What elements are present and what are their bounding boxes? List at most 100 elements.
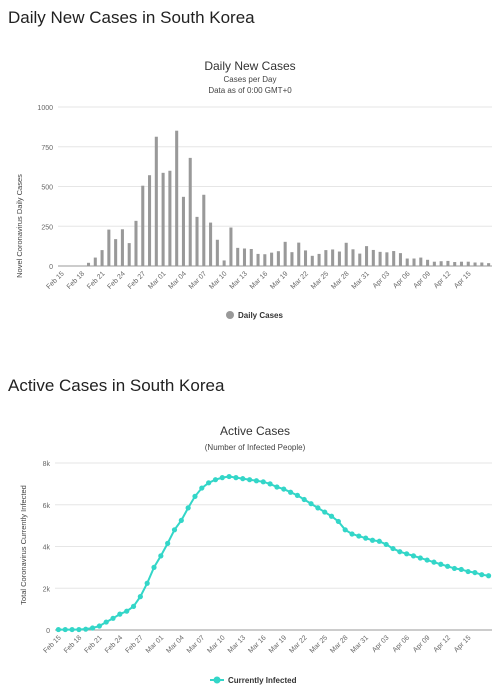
- x-tick-label: Mar 22: [290, 270, 310, 290]
- data-point: [233, 475, 239, 481]
- bar: [324, 250, 328, 266]
- data-point: [356, 533, 362, 539]
- bar: [120, 229, 124, 266]
- x-tick-label: Feb 15: [45, 270, 65, 290]
- data-point: [369, 537, 376, 543]
- data-point: [103, 619, 109, 625]
- x-tick-label: Mar 25: [310, 270, 330, 290]
- legend-label: Currently Infected: [228, 676, 297, 685]
- x-tick-label: Apr 06: [392, 270, 412, 290]
- x-tick-label: Mar 10: [208, 270, 228, 290]
- data-point: [335, 518, 341, 525]
- data-point: [308, 501, 314, 507]
- x-tick-label: Feb 18: [63, 634, 83, 654]
- bar: [141, 185, 145, 266]
- x-tick-label: Mar 16: [247, 634, 267, 654]
- x-tick-label: Mar 07: [188, 270, 208, 290]
- data-point: [240, 476, 246, 482]
- daily-cases-chart: Daily New Cases Cases per Day Data as of…: [15, 59, 492, 320]
- y-tick-label: 750: [41, 145, 53, 152]
- x-tick-label: Apr 15: [453, 634, 473, 654]
- bar: [344, 242, 348, 266]
- data-point: [226, 473, 232, 480]
- data-point: [199, 485, 205, 491]
- bar: [385, 252, 389, 266]
- data-point: [158, 553, 164, 559]
- x-tick-label: Feb 24: [104, 634, 124, 654]
- x-tick-label: Mar 16: [249, 270, 269, 290]
- data-point: [301, 496, 307, 503]
- x-tick-label: Mar 04: [165, 634, 185, 654]
- bar: [236, 247, 240, 266]
- bar: [209, 222, 213, 266]
- data-point: [253, 478, 260, 484]
- bar: [439, 261, 443, 266]
- y-axis-label: Total Coronavirus Currently Infected: [19, 485, 28, 605]
- data-point: [151, 564, 157, 570]
- section-heading-active: Active Cases in South Korea: [8, 376, 225, 395]
- y-tick-label: 2k: [43, 586, 51, 593]
- data-point: [110, 615, 116, 621]
- bar: [276, 251, 280, 266]
- bar: [398, 253, 402, 266]
- x-tick-label: Apr 12: [433, 270, 453, 290]
- data-point: [342, 527, 348, 533]
- bar: [168, 170, 172, 266]
- data-point: [206, 480, 212, 486]
- data-point: [83, 626, 89, 632]
- x-tick-label: Mar 04: [168, 270, 188, 290]
- data-point: [165, 540, 171, 546]
- data-point: [383, 541, 389, 548]
- x-tick-label: Apr 03: [372, 270, 392, 290]
- bar: [93, 257, 97, 266]
- data-point: [458, 566, 464, 573]
- data-point: [130, 603, 137, 610]
- bar: [337, 251, 341, 266]
- bar: [256, 253, 260, 266]
- bar: [229, 227, 233, 266]
- legend-label: Daily Cases: [238, 311, 283, 320]
- data-point: [349, 531, 355, 537]
- series-line-currently-infected: [58, 475, 489, 631]
- chart-subtitle: (Number of Infected People): [205, 443, 306, 452]
- data-point: [485, 573, 492, 579]
- data-point: [417, 555, 423, 561]
- x-tick-label: Feb 21: [83, 634, 103, 654]
- data-point: [62, 626, 68, 633]
- x-tick-label: Feb 24: [106, 270, 126, 290]
- bar: [202, 194, 206, 266]
- bar: [310, 255, 314, 266]
- data-point: [438, 561, 444, 567]
- active-cases-chart: Active Cases (Number of Infected People)…: [19, 424, 492, 685]
- y-tick-label: 250: [41, 224, 53, 231]
- legend[interactable]: Daily Cases: [226, 311, 283, 320]
- x-tick-label: Apr 09: [412, 634, 432, 654]
- data-point: [281, 486, 287, 492]
- bar: [378, 251, 382, 266]
- data-point: [185, 505, 191, 511]
- chart-subtitle-2: Data as of 0:00 GMT+0: [208, 86, 292, 95]
- data-point: [55, 626, 62, 633]
- data-point: [376, 538, 382, 544]
- data-point: [404, 551, 410, 557]
- data-point: [69, 626, 75, 633]
- bar: [317, 253, 321, 266]
- bar: [358, 253, 362, 266]
- data-point: [178, 517, 184, 524]
- bar: [270, 252, 274, 266]
- x-tick-label: Mar 13: [229, 270, 249, 290]
- bar: [426, 259, 430, 266]
- data-point: [287, 489, 294, 495]
- chart-title: Daily New Cases: [204, 59, 295, 73]
- bar: [161, 172, 165, 266]
- y-tick-label: 1000: [37, 105, 53, 112]
- x-tick-label: Feb 27: [124, 634, 144, 654]
- legend[interactable]: Currently Infected: [210, 676, 297, 685]
- data-point: [267, 481, 273, 487]
- bar: [290, 252, 294, 266]
- data-point: [96, 623, 102, 629]
- bar: [405, 258, 409, 266]
- data-point: [124, 608, 130, 614]
- data-point: [192, 493, 198, 499]
- x-tick-label: Apr 06: [392, 634, 412, 654]
